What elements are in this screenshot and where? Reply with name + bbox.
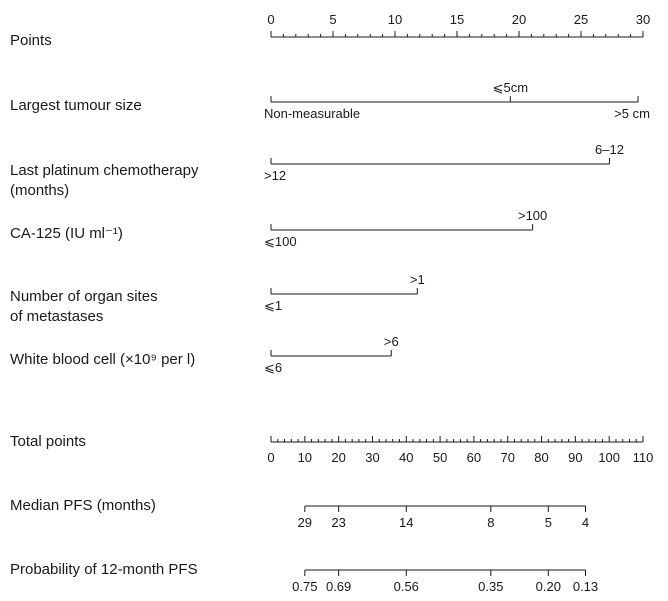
variable-0-level-label: >5 cm [614,106,650,121]
total-tick-label: 20 [331,450,345,465]
outcome-0-tick-label: 14 [399,515,413,530]
variable-0-level-label: Non-measurable [264,106,360,121]
outcome-1-tick-label: 0.20 [536,579,561,594]
organ-sites-label-line-2: of metastases [10,308,104,325]
total-tick-label: 100 [598,450,620,465]
total-tick-label: 10 [298,450,312,465]
total-tick-label: 70 [500,450,514,465]
variable-4-level-label: ⩽6 [264,360,282,375]
points-axis-label: Points [10,32,52,49]
median-pfs-label: Median PFS (months) [10,497,156,514]
outcome-1-tick-label: 0.56 [394,579,419,594]
organ-sites-label: Number of organ sites of metastases [10,287,158,327]
outcome-0-tick-label: 29 [298,515,312,530]
tumour-size-label: Largest tumour size [10,97,142,114]
variable-3-level-label: >1 [410,272,425,287]
variable-4-level-label: >6 [384,334,399,349]
outcome-0-tick-label: 5 [545,515,552,530]
variable-3-level-label: ⩽1 [264,298,282,313]
platinum-label-line-1: Last platinum chemotherapy [10,162,199,179]
variable-0-level-label: ⩽5cm [493,80,528,95]
pfs12-label: Probability of 12-month PFS [10,561,198,578]
total-tick-label: 30 [365,450,379,465]
total-tick-label: 90 [568,450,582,465]
outcome-0-tick-label: 8 [487,515,494,530]
points-tick-label: 25 [574,12,588,27]
outcome-1-tick-label: 0.35 [478,579,503,594]
organ-sites-label-line-1: Number of organ sites [10,288,158,305]
variable-2-level-label: ⩽100 [264,234,297,249]
platinum-label-line-2: (months) [10,182,70,199]
platinum-label: Last platinum chemotherapy (months) [10,161,198,201]
variable-1-level-label: >12 [264,168,286,183]
total-tick-label: 50 [433,450,447,465]
outcome-1-tick-label: 0.13 [573,579,598,594]
outcome-0-tick-label: 4 [582,515,589,530]
outcome-1-tick-label: 0.75 [292,579,317,594]
total-tick-label: 80 [534,450,548,465]
points-tick-label: 20 [512,12,526,27]
wbc-label: White blood cell (×10⁹ per l) [10,351,196,368]
points-tick-label: 15 [450,12,464,27]
points-tick-label: 10 [388,12,402,27]
points-tick-label: 5 [329,12,336,27]
ca125-label: CA-125 (IU ml⁻¹) [10,225,123,242]
total-tick-label: 110 [633,450,654,465]
points-tick-label: 30 [636,12,650,27]
total-points-label: Total points [10,433,86,450]
outcome-1-tick-label: 0.69 [326,579,351,594]
outcome-0-tick-label: 23 [331,515,345,530]
points-tick-label: 0 [267,12,274,27]
total-tick-label: 60 [467,450,481,465]
total-tick-label: 0 [267,450,274,465]
variable-1-level-label: 6–12 [595,142,624,157]
variable-2-level-label: >100 [518,208,547,223]
total-tick-label: 40 [399,450,413,465]
